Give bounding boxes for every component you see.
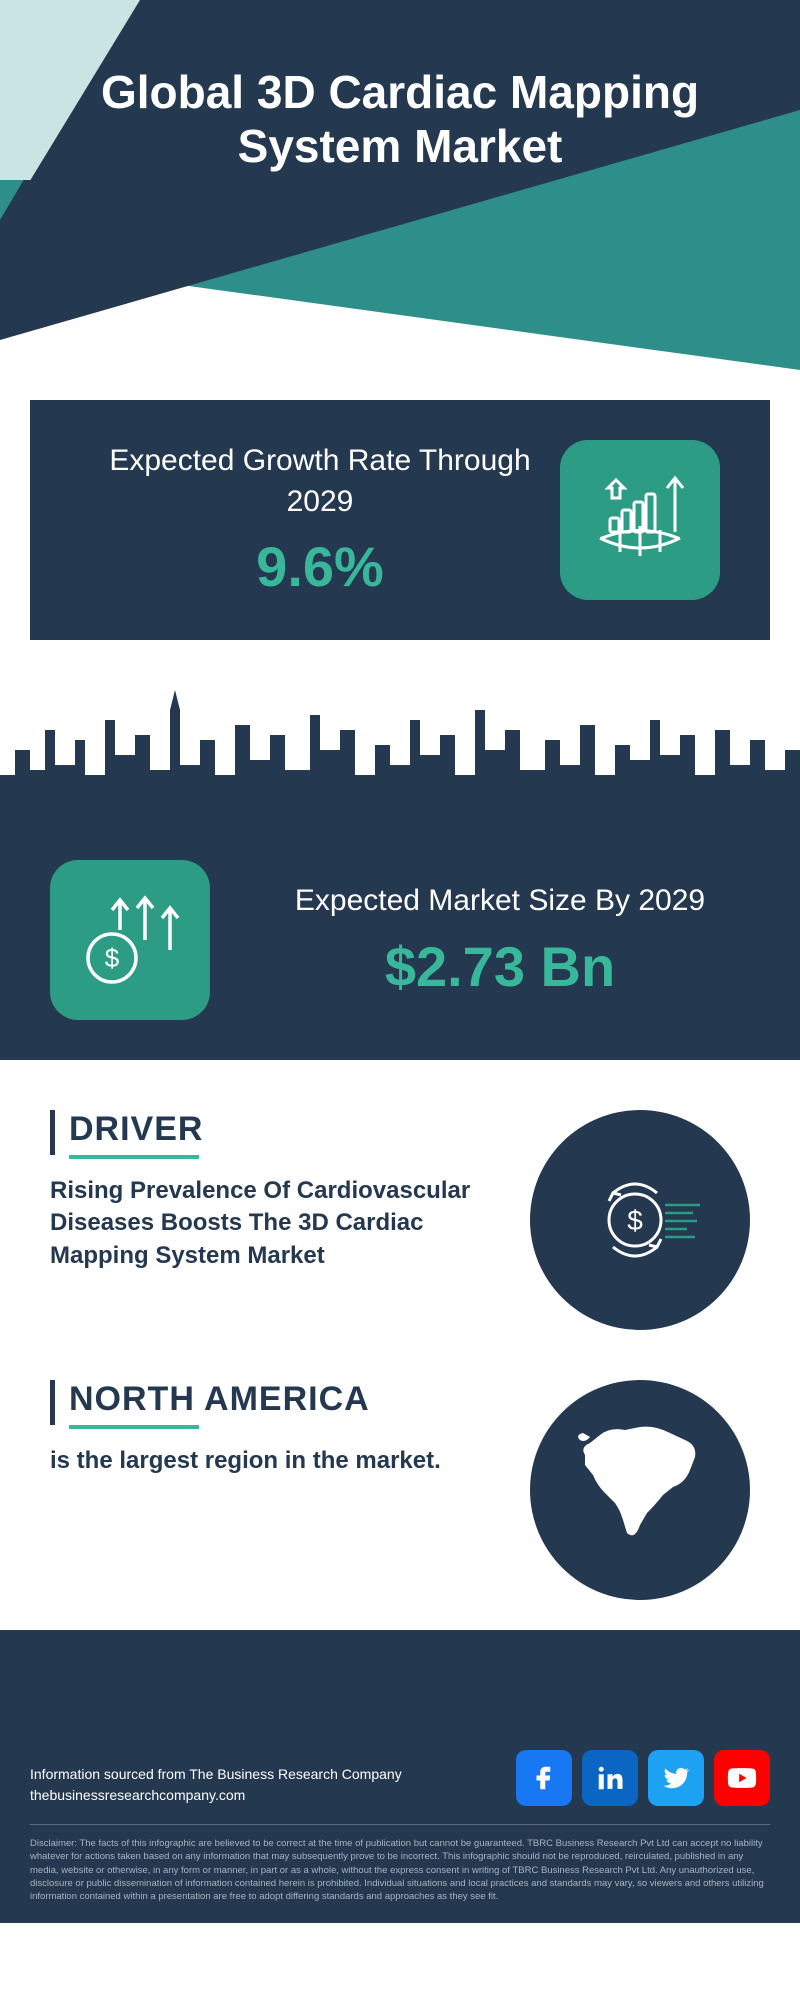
svg-text:$: $ xyxy=(627,1205,643,1236)
market-size-band: $ Expected Market Size By 2029 $2.73 Bn xyxy=(0,830,800,1060)
region-heading: NORTH AMERICA xyxy=(50,1380,500,1425)
market-size-text: Expected Market Size By 2029 $2.73 Bn xyxy=(250,881,750,999)
svg-text:$: $ xyxy=(105,943,120,973)
infographic-container: Global 3D Cardiac Mapping System Market … xyxy=(0,0,800,1923)
growth-value: 9.6% xyxy=(80,534,560,599)
growth-chart-icon xyxy=(560,440,720,600)
region-text: NORTH AMERICA is the largest region in t… xyxy=(50,1380,500,1477)
growth-text: Expected Growth Rate Through 2029 9.6% xyxy=(80,441,560,599)
linkedin-icon[interactable] xyxy=(582,1750,638,1806)
driver-circle-icon: $ xyxy=(530,1110,750,1330)
driver-text: DRIVER Rising Prevalence Of Cardiovascul… xyxy=(50,1110,500,1272)
facebook-icon[interactable] xyxy=(516,1750,572,1806)
footer-source: Information sourced from The Business Re… xyxy=(30,1764,402,1806)
source-line-2: thebusinessresearchcompany.com xyxy=(30,1785,402,1806)
youtube-icon[interactable] xyxy=(714,1750,770,1806)
market-size-label: Expected Market Size By 2029 xyxy=(250,881,750,922)
region-section: NORTH AMERICA is the largest region in t… xyxy=(0,1360,800,1630)
source-line-1: Information sourced from The Business Re… xyxy=(30,1764,402,1785)
growth-label: Expected Growth Rate Through 2029 xyxy=(80,441,560,522)
region-circle-icon xyxy=(530,1380,750,1600)
footer-top: Information sourced from The Business Re… xyxy=(30,1750,770,1825)
driver-heading: DRIVER xyxy=(50,1110,500,1155)
region-body: is the largest region in the market. xyxy=(50,1445,500,1477)
driver-body: Rising Prevalence Of Cardiovascular Dise… xyxy=(50,1175,500,1272)
social-row xyxy=(516,1750,770,1806)
driver-section: DRIVER Rising Prevalence Of Cardiovascul… xyxy=(0,1060,800,1360)
market-size-icon: $ xyxy=(50,860,210,1020)
twitter-icon[interactable] xyxy=(648,1750,704,1806)
disclaimer-text: Disclaimer: The facts of this infographi… xyxy=(30,1837,770,1903)
growth-stat-band: Expected Growth Rate Through 2029 9.6% xyxy=(30,400,770,640)
page-title: Global 3D Cardiac Mapping System Market xyxy=(0,65,800,174)
market-size-value: $2.73 Bn xyxy=(250,934,750,999)
skyline-divider xyxy=(0,680,800,830)
footer: Information sourced from The Business Re… xyxy=(0,1630,800,1923)
header: Global 3D Cardiac Mapping System Market xyxy=(0,0,800,370)
